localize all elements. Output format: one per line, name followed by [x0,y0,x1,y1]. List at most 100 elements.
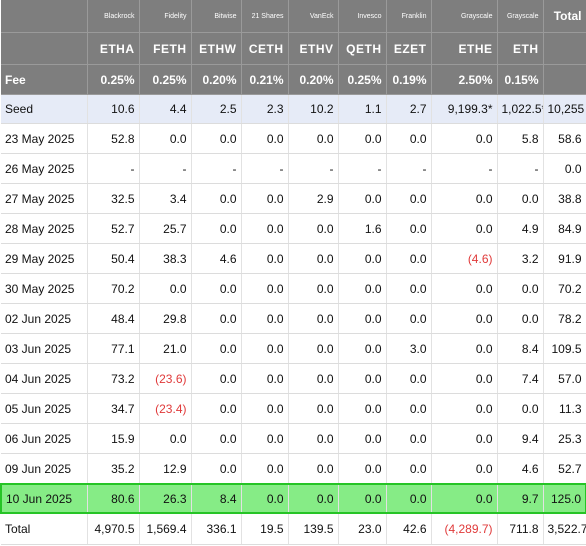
flow-value: 15.9 [87,423,140,454]
flow-value: 0.0 [288,303,339,334]
flow-value: 0.0 [497,303,544,334]
flow-value: 0.0 [386,303,432,334]
table-row: 06 Jun 2025 15.9 0.0 0.0 0.0 0.0 0.0 0.0 0.0 9.4 2… [1,423,586,454]
flow-value: 0.0 [241,453,289,485]
flow-value: 0.0 [241,123,289,154]
row-label: Seed [1,94,88,124]
flow-value: 0.0 [431,453,498,485]
flow-value: 0.0 [431,333,498,364]
flow-value: 0.0 [191,123,242,154]
table-row: 26 May 2025- - - - - - - - -0.0 [1,153,586,184]
flow-value: - [87,153,140,184]
fee-row: Fee 0.25% 0.25% 0.20% 0.21% 0.20% 0.25% 0.19% 2.… [1,64,586,95]
flow-value: 0.0 [288,273,339,304]
flow-value: (23.4) [139,393,192,424]
issuer-name: Invesco [338,0,387,33]
flow-value: 0.0 [386,183,432,214]
issuer-name: VanEck [288,0,339,33]
flow-value: 0.0 [191,213,242,244]
flow-value: 12.9 [139,453,192,485]
flow-value: 2.5 [191,94,242,124]
flow-value: 9,199.3* [431,94,498,124]
flow-value: 0.0 [497,183,544,214]
flow-value: 1,569.4 [139,512,192,545]
table-row: 05 Jun 2025 34.7 (23.4) 0.0 0.0 0.0 0.0 0.0 0.0 0… [1,393,586,424]
flow-value: 4,970.5 [87,512,140,545]
flow-value: 2.7 [386,94,432,124]
flow-value: - [497,153,544,184]
flow-value: 0.0 [431,363,498,394]
fee-value: 0.25% [87,64,140,95]
flow-value: 0.0 [191,453,242,485]
row-label: 05 Jun 2025 [1,393,88,424]
highlighted-row: 10 Jun 2025 80.6 26.3 8.4 0.0 0.0 0.0 0.0 0.0 9.7… [0,483,586,514]
flow-value: 0.0 [431,303,498,334]
flow-value: 0.0 [288,123,339,154]
flow-value: 0.0 [288,453,339,485]
row-label: 03 Jun 2025 [1,333,88,364]
flow-value: 35.2 [87,453,140,485]
flow-value: 0.0 [288,243,339,274]
flow-value: - [241,153,289,184]
table-row: 30 May 2025 70.2 0.0 0.0 0.0 0.0 0.0 0.0 0.0 0.0 7… [1,273,586,304]
flow-value: (4.6) [431,243,498,274]
flow-value: 0.0 [497,393,544,424]
ticker-symbol: ETH [497,32,544,65]
table-row: 27 May 2025 32.5 3.4 0.0 0.0 2.9 0.0 0.0 0.0 0.0 3… [1,183,586,214]
row-label: 26 May 2025 [1,153,88,184]
fee-label: Fee [1,64,88,95]
table-body: Seed 10.6 4.4 2.5 2.3 10.2 1.1 2.7 9,199.3* 1,022… [0,94,586,545]
row-label: 27 May 2025 [1,183,88,214]
flow-value: 0.0 [338,243,387,274]
flow-value: 0.0 [139,423,192,454]
flow-value: 0.0 [338,123,387,154]
ticker-corner-cell [1,32,88,65]
row-total: 38.8 [543,183,586,214]
flow-value: 0.0 [386,363,432,394]
flow-value: 19.5 [241,512,289,545]
flow-value: 4.6 [191,243,242,274]
flow-value: 0.0 [241,183,289,214]
fee-value: 0.19% [386,64,432,95]
flow-value: 0.0 [386,453,432,485]
flow-value: 70.2 [87,273,140,304]
flow-value: 0.0 [431,213,498,244]
flow-value: 0.0 [288,393,339,424]
row-label: 29 May 2025 [1,243,88,274]
flow-value: - [191,153,242,184]
flow-value: 0.0 [191,423,242,454]
flow-value: 0.0 [288,333,339,364]
row-total: 25.3 [543,423,586,454]
flow-value: 0.0 [338,303,387,334]
flow-value: 0.0 [386,393,432,424]
ticker-symbol: EZET [386,32,432,65]
total-column-header: Total [543,0,586,33]
fee-value: 0.25% [338,64,387,95]
row-total: 0.0 [543,153,586,184]
flow-value: 0.0 [338,273,387,304]
flow-value: 2.3 [241,94,289,124]
flow-value: 80.6 [87,483,140,514]
flow-value: 29.8 [139,303,192,334]
row-label: 30 May 2025 [1,273,88,304]
flow-value: 0.0 [431,123,498,154]
issuer-corner-cell [1,0,88,33]
flow-value: 139.5 [288,512,339,545]
flow-value: 0.0 [191,183,242,214]
flow-value: 21.0 [139,333,192,364]
row-label: 28 May 2025 [1,213,88,244]
flow-value: 0.0 [386,213,432,244]
totals-row: Total 4,970.5 1,569.4 336.1 19.5 139.5 23.0 42.… [1,512,586,545]
flow-value: 0.0 [338,363,387,394]
ticker-symbol: QETH [338,32,387,65]
fee-value: 0.15% [497,64,544,95]
issuer-name: Bitwise [191,0,242,33]
row-total: 3,522.7 [543,512,586,545]
flow-value: 0.0 [338,333,387,364]
fee-value: 2.50% [431,64,498,95]
flow-value: 0.0 [191,393,242,424]
flow-value: - [139,153,192,184]
row-label: 04 Jun 2025 [1,363,88,394]
table-header: Blackrock Fidelity Bitwise 21 Shares VanEck I… [1,0,586,95]
